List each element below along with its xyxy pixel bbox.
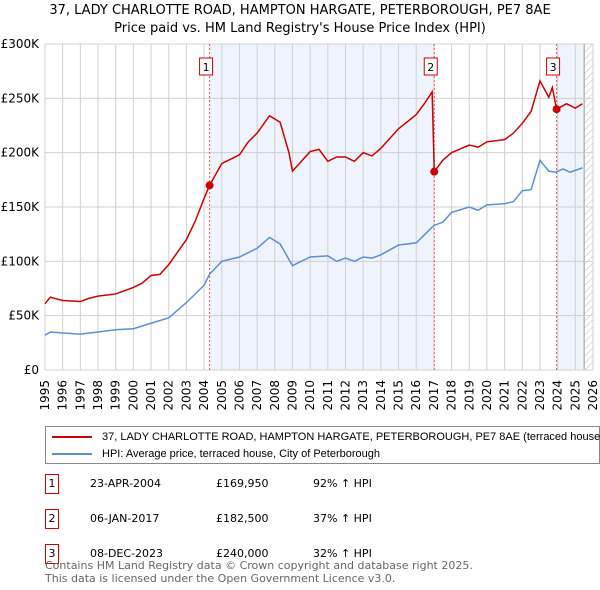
sale-row: 1 23-APR-2004 £169,950 92% ↑ HPI	[45, 474, 445, 494]
y-tick-label: £0	[24, 363, 39, 377]
x-tick-label: 2004	[197, 380, 211, 410]
sale-marker-box	[199, 57, 214, 76]
x-tick-label: 2015	[392, 380, 406, 410]
x-tick-label: 2012	[339, 380, 353, 410]
x-tick-label: 2021	[498, 380, 512, 410]
sale-point	[552, 105, 561, 114]
x-tick-label: 2019	[462, 380, 476, 410]
series-line	[44, 158, 583, 336]
sale-number-badge: 3	[45, 544, 59, 564]
legend-hpi: HPI: Average price, terraced house, City…	[102, 448, 381, 460]
sale-price: £169,950	[216, 477, 269, 490]
x-tick-label: 2009	[285, 380, 299, 410]
x-tick-label: 1997	[73, 380, 87, 410]
sale-marker-box	[546, 57, 561, 76]
series-line	[44, 78, 583, 305]
sale-row: 2 06-JAN-2017 £182,500 37% ↑ HPI	[45, 509, 445, 529]
sale-marker-label: 2	[427, 61, 434, 74]
x-tick-label: 2001	[144, 380, 158, 410]
sale-row: 3 08-DEC-2023 £240,000 32% ↑ HPI	[45, 544, 445, 564]
x-tick-label: 2018	[445, 380, 459, 410]
x-tick-label: 2002	[162, 380, 176, 410]
footer: Contains HM Land Registry data © Crown c…	[45, 559, 473, 585]
x-tick-label: 2003	[179, 380, 193, 410]
sale-date: 23-APR-2004	[90, 477, 162, 490]
footer-line-1: Contains HM Land Registry data © Crown c…	[45, 559, 473, 572]
sale-hpi-diff: 32% ↑ HPI	[313, 547, 372, 560]
y-tick-label: £150K	[1, 200, 41, 214]
x-tick-label: 2014	[374, 380, 388, 410]
x-tick-label: 2013	[356, 380, 370, 410]
sale-hpi-diff: 92% ↑ HPI	[313, 477, 372, 490]
x-tick-label: 2023	[533, 380, 547, 410]
legend: 37, LADY CHARLOTTE ROAD, HAMPTON HARGATE…	[45, 426, 600, 464]
chart-subtitle: Price paid vs. HM Land Registry's House …	[114, 21, 486, 36]
y-tick-label: £50K	[8, 309, 40, 323]
x-tick-label: 2010	[303, 380, 317, 410]
sale-point	[430, 167, 439, 176]
sale-number-badge: 2	[45, 509, 59, 529]
sale-marker-box	[423, 57, 438, 76]
x-tick-label: 1995	[38, 380, 52, 410]
sale-marker-label: 1	[203, 61, 210, 74]
sale-marker-label: 3	[550, 61, 557, 74]
x-tick-label: 2024	[551, 380, 565, 410]
sale-number-badge: 1	[45, 474, 59, 494]
x-tick-label: 2008	[268, 380, 282, 410]
y-tick-label: £250K	[1, 91, 41, 105]
price-chart: 1995 1996 1997 1998 1999 2000 2001 2002 2003 2004…	[1, 37, 600, 410]
sale-hpi-diff: 37% ↑ HPI	[313, 512, 372, 525]
chart-title: 37, LADY CHARLOTTE ROAD, HAMPTON HARGATE…	[49, 3, 551, 18]
x-tick-label: 2020	[480, 380, 494, 410]
x-tick-label: 1999	[109, 380, 123, 410]
x-tick-label: 2000	[126, 380, 140, 410]
x-tick-label: 2016	[409, 380, 423, 410]
x-tick-label: 1996	[56, 380, 70, 410]
x-tick-label: 2006	[232, 380, 246, 410]
sale-point	[205, 181, 214, 190]
legend-red-line	[52, 436, 92, 438]
sale-price: £240,000	[216, 547, 269, 560]
sale-date: 06-JAN-2017	[90, 512, 160, 525]
x-tick-label: 1998	[91, 380, 105, 410]
x-tick-label: 2005	[215, 380, 229, 410]
y-tick-label: £200K	[1, 146, 41, 160]
x-tick-label: 2011	[321, 380, 335, 410]
legend-blue-line	[52, 453, 92, 455]
y-tick-label: £100K	[1, 254, 41, 268]
sale-date: 08-DEC-2023	[90, 547, 164, 560]
legend-property: 37, LADY CHARLOTTE ROAD, HAMPTON HARGATE…	[102, 431, 600, 443]
footer-line-2: This data is licensed under the Open Gov…	[45, 572, 396, 585]
x-tick-label: 2026	[586, 380, 600, 410]
sale-price: £182,500	[216, 512, 269, 525]
x-tick-label: 2025	[568, 380, 582, 410]
x-tick-label: 2007	[250, 380, 264, 410]
x-tick-label: 2022	[515, 380, 529, 410]
x-tick-label: 2017	[427, 380, 441, 410]
y-tick-label: £300K	[1, 37, 41, 51]
